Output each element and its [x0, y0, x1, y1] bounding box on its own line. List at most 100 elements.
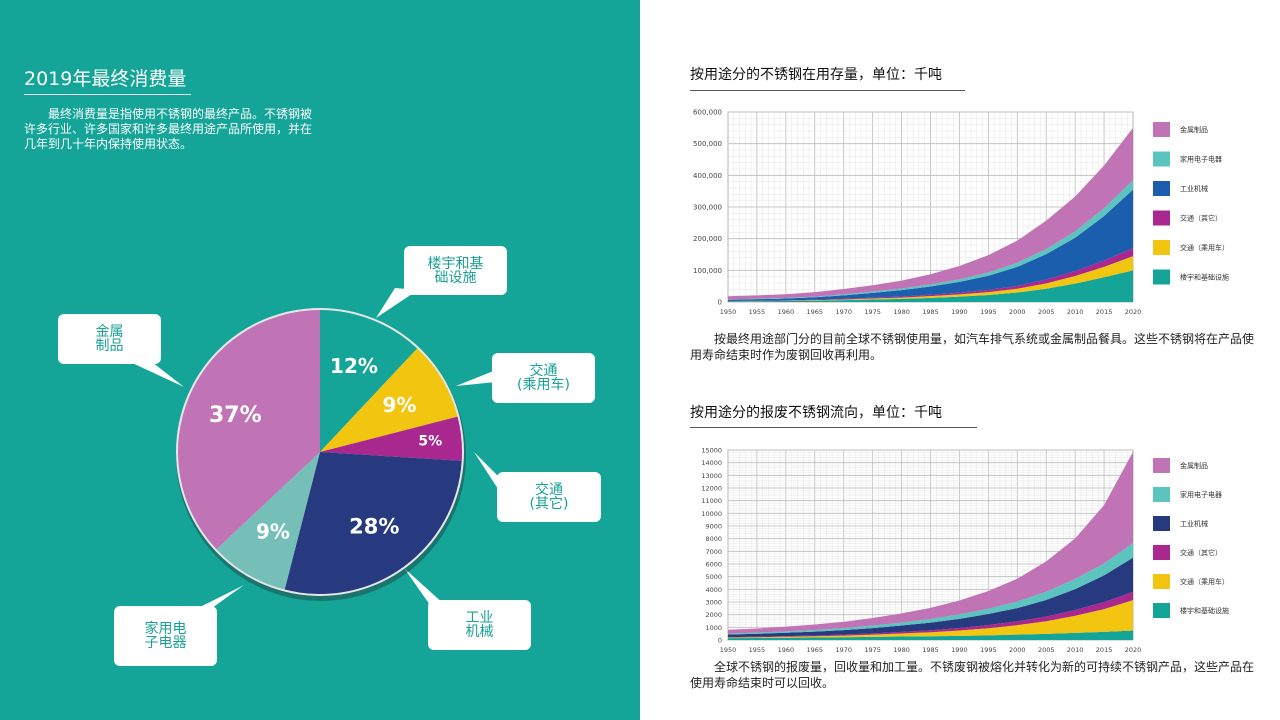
y-tick-label: 10000 [701, 510, 722, 518]
x-tick-label: 2020 [1125, 646, 1142, 654]
callout-transport-car: 交通 (乘用车) [492, 353, 595, 403]
legend-label: 交通（其它） [1180, 548, 1222, 557]
x-tick-label: 1970 [835, 308, 852, 316]
y-tick-label: 15000 [701, 447, 722, 455]
legend-swatch [1153, 269, 1170, 285]
section-title: 2019年最终消费量 [24, 68, 187, 90]
pie-slice-label: 9% [382, 393, 416, 417]
legend-label: 交通（乘用车） [1180, 243, 1229, 252]
callout-machinery: 工业 机械 [428, 600, 531, 650]
chart1-title-underline [690, 90, 965, 91]
stock-area-chart: 0 100,000 200,000 300,000 400,000 500,000 600,… [693, 109, 1229, 317]
x-tick-label: 1975 [864, 308, 881, 316]
x-tick-label: 2010 [1067, 646, 1084, 654]
x-tick-label: 1995 [980, 646, 997, 654]
y-tick-label: 200,000 [693, 235, 722, 243]
y-tick-label: 400,000 [693, 172, 722, 180]
area-series [728, 630, 1133, 640]
callout-tail-transport-other [474, 452, 500, 492]
section-description: 最终消费量是指使用不锈钢的最终产品。不锈钢被许多行业、许多国家和许多最终用途产品… [24, 107, 313, 151]
x-tick-label: 1980 [893, 646, 910, 654]
legend-swatch [1153, 122, 1170, 137]
y-tick-label: 100,000 [693, 267, 722, 275]
x-tick-label: 1965 [807, 308, 824, 316]
left-panel: 2019年最终消费量 最终消费量是指使用不锈钢的最终产品。不锈钢被许多行业、许多… [0, 0, 640, 720]
scrap-area-chart: 0 1000 2000 3000 4000 5000 6000 7000 8000 9000 100… [701, 447, 1229, 655]
x-tick-label: 1990 [951, 646, 968, 654]
legend-label: 金属制品 [1180, 461, 1208, 470]
y-tick-label: 3000 [705, 599, 722, 607]
chart2-description: 全球不锈钢的报废量，回收量和加工量。不锈废钢被熔化并转化为新的可持续不锈钢产品，… [690, 660, 1255, 690]
pie-slice [320, 348, 458, 452]
x-tick-label: 1990 [951, 308, 968, 316]
x-tick-label: 2000 [1009, 646, 1026, 654]
x-tick-label: 2015 [1096, 308, 1113, 316]
legend-swatch [1153, 181, 1170, 196]
x-tick-label: 2000 [1009, 308, 1026, 316]
chart2-title-underline [690, 427, 977, 428]
y-tick-label: 8000 [705, 535, 722, 543]
y-tick-label: 600,000 [693, 109, 722, 117]
pie-slice [320, 416, 462, 461]
legend-swatch [1153, 545, 1170, 560]
x-tick-label: 1975 [864, 646, 881, 654]
callout-transport-other: 交通 (其它) [497, 472, 601, 522]
pie-slice-label: 9% [256, 519, 290, 543]
pie-slice-label: 28% [349, 515, 399, 539]
y-tick-label: 4000 [705, 586, 722, 594]
callout-tail-buildings [376, 288, 418, 318]
x-tick-label: 2015 [1096, 646, 1113, 654]
pie-slice-label: 12% [330, 354, 378, 378]
y-tick-label: 0 [718, 299, 722, 307]
legend-label: 交通（其它） [1180, 214, 1222, 223]
y-tick-label: 5000 [705, 573, 722, 581]
x-tick-label: 1960 [778, 308, 795, 316]
x-tick-label: 2020 [1125, 308, 1142, 316]
x-tick-label: 1950 [720, 308, 737, 316]
x-tick-label: 1960 [778, 646, 795, 654]
legend-label: 工业机械 [1180, 519, 1208, 528]
x-tick-label: 1985 [922, 646, 939, 654]
legend-label: 家用电子电器 [1180, 490, 1222, 499]
chart1-title: 按用途分的不锈钢在用存量，单位：千吨 [690, 67, 942, 83]
x-tick-label: 1950 [720, 646, 737, 654]
x-tick-label: 2010 [1067, 308, 1084, 316]
pie-slice [216, 452, 320, 590]
legend-label: 金属制品 [1180, 125, 1208, 134]
legend-label: 家用电子电器 [1180, 155, 1222, 164]
x-tick-label: 2005 [1038, 646, 1055, 654]
callout-tail-metal [130, 362, 184, 387]
callout-buildings: 楼宇和基 础设施 [404, 246, 507, 295]
legend-label: 楼宇和基础设施 [1180, 273, 1229, 282]
legend-swatch [1153, 458, 1170, 473]
pie-slice-label: 5% [418, 434, 442, 450]
legend-label: 楼宇和基础设施 [1180, 606, 1229, 615]
title-underline [24, 94, 191, 95]
legend-label: 工业机械 [1180, 184, 1208, 193]
legend-swatch [1153, 487, 1170, 502]
area-series [728, 189, 1133, 302]
pie-slice [320, 310, 418, 452]
legend-swatch [1153, 574, 1170, 589]
pie-slice [284, 452, 462, 594]
x-tick-label: 1970 [835, 646, 852, 654]
area-series [728, 451, 1133, 634]
x-tick-label: 1995 [980, 308, 997, 316]
x-tick-label: 1985 [922, 308, 939, 316]
chart2-title: 按用途分的报废不锈钢流向，单位：千吨 [690, 405, 942, 421]
legend-swatch [1153, 210, 1170, 226]
callout-tail-appliances [198, 585, 244, 608]
area-series [728, 600, 1133, 639]
x-tick-label: 1965 [807, 646, 824, 654]
x-tick-label: 2005 [1038, 308, 1055, 316]
legend-swatch [1153, 516, 1170, 531]
callout-metal: 金属 制品 [58, 314, 161, 364]
area-series [728, 270, 1133, 302]
x-tick-label: 1980 [893, 308, 910, 316]
x-tick-label: 1955 [749, 646, 766, 654]
callout-appliances: 家用电 子电器 [114, 606, 217, 666]
y-tick-label: 9000 [705, 523, 722, 531]
legend-swatch [1153, 603, 1170, 618]
callout-tail-machinery [404, 568, 445, 605]
y-tick-label: 300,000 [693, 204, 722, 212]
